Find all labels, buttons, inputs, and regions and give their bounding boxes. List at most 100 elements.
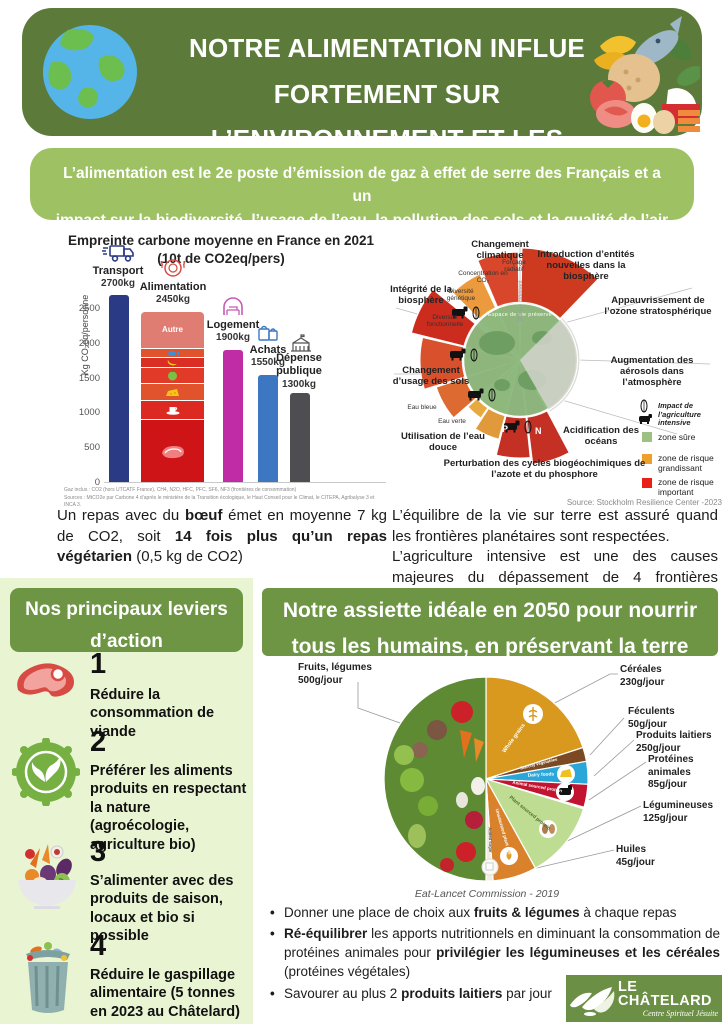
bar-label: Achats xyxy=(249,344,287,356)
planetary-boundaries-diagram: Changement climatique Concentration en C… xyxy=(390,228,724,513)
bar-achats xyxy=(258,375,278,482)
food-waste-icon xyxy=(26,942,70,1013)
boundaries-wedges xyxy=(394,240,711,488)
plate-label-huiles: Huiles 45g/jour xyxy=(616,844,696,869)
logo-mark xyxy=(570,986,615,1016)
pb-label-acidification: Acidification des océans xyxy=(562,425,639,447)
advice-bold: privilégier les légumineuses et les céré… xyxy=(436,945,720,961)
cow-icon xyxy=(639,414,652,424)
intro-line2: impact sur la biodiversité, l’usage de l… xyxy=(55,211,669,252)
advice-text: (protéines végétales) xyxy=(284,964,411,980)
slice-icons xyxy=(481,704,575,876)
bar-alimentation-stacked: Autre xyxy=(141,312,204,482)
coffee-cup-icon xyxy=(166,407,179,415)
boundaries-note-1: L’équilibre de la vie sur terre est assu… xyxy=(392,507,718,545)
growing-risk-swatch xyxy=(642,454,652,464)
safe-zone-swatch xyxy=(642,432,652,442)
apple-icon xyxy=(168,369,177,381)
chart-source-line1: Gaz inclus : CO2 (hors UTCATF France), C… xyxy=(64,487,297,493)
plate-title-line1: Notre assiette idéale en 2050 pour nourr… xyxy=(282,599,698,622)
header-banner: NOTRE ALIMENTATION INFLUE FORTEMENT SUR … xyxy=(22,8,702,200)
segment-label-autre: Autre xyxy=(162,325,183,335)
lever-number: 2 xyxy=(90,726,107,758)
logo-subtitle: Centre Spirituel Jésuite xyxy=(642,1008,718,1018)
plate-label-name: Huiles xyxy=(616,844,647,855)
legend-high-label: zone de risque important xyxy=(658,477,714,497)
advice-bold: fruits & légumes xyxy=(473,905,580,920)
lever-text: Réduire la consommation de viande xyxy=(90,687,215,740)
home-icon xyxy=(223,297,243,315)
plate-label-name: Produits laitiers xyxy=(636,730,712,741)
advice-item: Ré-équilibrer les apports nutritionnels … xyxy=(268,924,720,981)
plate-icon xyxy=(160,259,186,277)
lever-number: 3 xyxy=(90,836,107,868)
plate-label-value: 125g/jour xyxy=(643,812,688,824)
advice-list: Donner une place de choix aux fruits & l… xyxy=(268,903,720,1005)
legend-icons xyxy=(639,399,652,424)
intro-banner: L’alimentation est le 2e poste d’émissio… xyxy=(30,148,694,252)
bar-value: 2450kg xyxy=(156,294,190,305)
y-tick: 1500 xyxy=(78,373,100,384)
chart-source-line2: Sources : MtCO2e par Carbone 4 d’après l… xyxy=(64,494,375,509)
pb-axis-label: Risque croissant xyxy=(518,280,524,321)
pb-label-freshwater: Utilisation de l’eau douce xyxy=(401,431,485,453)
intro-line1: L’alimentation est le 2e poste d’émissio… xyxy=(63,165,661,206)
plate-pie: Whole grains Starchy vegetables Dairy fo… xyxy=(357,673,647,882)
advice-text: par jour xyxy=(502,985,552,1001)
ideal-plate-chart: Whole grains Starchy vegetables Dairy fo… xyxy=(262,660,724,906)
plate-label-name: Fruits, légumes xyxy=(298,662,372,673)
salad-bowl-icon xyxy=(18,844,76,909)
legend-growing-label: zone de risque grandissant xyxy=(658,453,714,473)
bar-transport xyxy=(109,295,129,482)
pb-sublabel-functional: Diversité fonctionnelle xyxy=(426,314,464,329)
carbon-chart-subtitle: (10t de CO2eq/pers) xyxy=(157,251,285,266)
pb-sublabel-co2: Concentration en CO₂ xyxy=(458,270,508,285)
advice-bold: Ré-équilibrer xyxy=(284,926,368,942)
y-tick: 2000 xyxy=(78,338,100,349)
y-tick: 1000 xyxy=(78,407,100,418)
plate-label-value: 50g/jour xyxy=(628,718,667,730)
chart-source: Gaz inclus : CO2 (hors UTCATF France), C… xyxy=(64,487,384,510)
boundaries-source: Source: Stockholm Resilience Center -202… xyxy=(566,498,722,507)
bar-label: Logement xyxy=(206,319,260,331)
plate-label-fruits: Fruits, légumes 500g/jour xyxy=(298,662,408,687)
advice-text: Savourer au plus 2 xyxy=(284,985,402,1001)
plate-label-name: Féculents xyxy=(628,706,675,717)
levers-title-box: Nos principaux leviers d’action xyxy=(10,588,243,652)
beef-note: Un repas avec du bœuf émet en moyenne 7 … xyxy=(57,506,387,568)
logo-name: LE CHÂTELARD xyxy=(618,978,712,1009)
advice-bold: produits laitiers xyxy=(401,985,503,1001)
bar-value: 2700kg xyxy=(101,278,135,289)
cheese-icon xyxy=(166,388,179,396)
bar-label-line2: publique xyxy=(276,365,322,378)
plate-caption: Eat-Lancet Commission - 2019 xyxy=(414,888,560,900)
x-axis-line xyxy=(104,482,386,483)
eco-badge-icon xyxy=(12,738,80,806)
lever-number: 4 xyxy=(90,930,107,962)
public-building-icon xyxy=(291,334,311,352)
advice-text: à chaque repas xyxy=(579,905,677,920)
bar-value: 1300kg xyxy=(282,379,316,390)
pb-label-landuse: Changement d’usage des sols xyxy=(392,365,470,387)
slice-inner-label: Dairy foods xyxy=(528,771,555,778)
plate-label-value: 85g/jour xyxy=(648,779,687,790)
beef-note-text: émet en moyenne 7 kg de CO2, soit xyxy=(57,507,387,545)
plate-label-animales: Protéines animales 85g/jour xyxy=(648,754,724,792)
plate-label-name: Protéines animales xyxy=(648,754,694,778)
bar-label: Alimentation xyxy=(139,281,207,293)
cow-corn-markers xyxy=(450,306,532,434)
plate-label-cereales: Céréales 230g/jour xyxy=(620,664,720,689)
pb-sublabel-green: Eau verte xyxy=(438,418,466,425)
fish-icon xyxy=(167,350,179,356)
bar-depense xyxy=(290,393,310,482)
lever-text: S’alimenter avec des produits de saison,… xyxy=(90,873,234,945)
advice-text: Donner une place de choix aux xyxy=(284,905,474,920)
levers-title-line1: Nos principaux leviers xyxy=(25,599,228,620)
pb-sublabel-blue: Eau bleue xyxy=(407,404,437,411)
plate-label-value: 500g/jour xyxy=(298,674,343,686)
legend-safe-label: zone sûre xyxy=(658,432,696,442)
food-illustration xyxy=(590,16,700,134)
plate-title-line2: tous les humains, en préservant la terre xyxy=(291,634,689,658)
plate-label-feculents: Féculents 50g/jour xyxy=(628,706,720,731)
